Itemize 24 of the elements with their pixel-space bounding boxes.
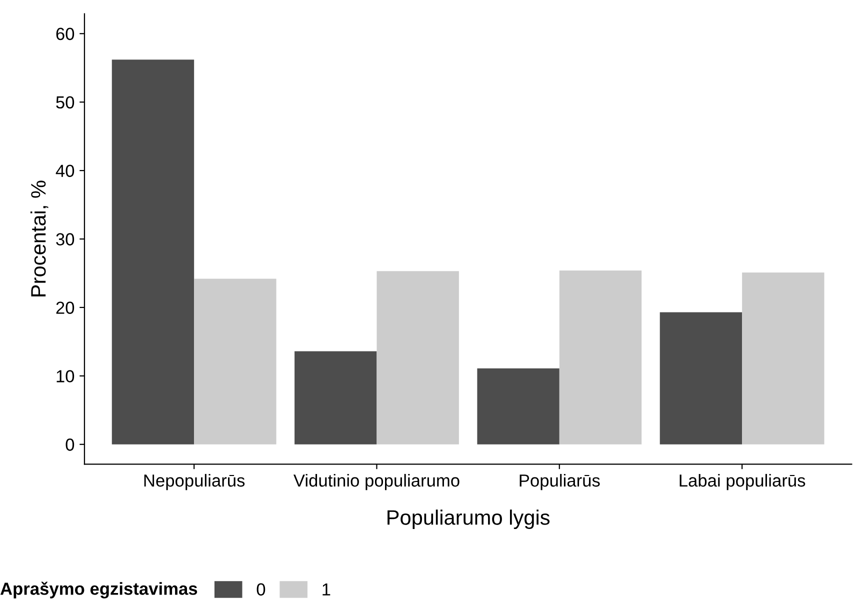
x-tick-label: Populiarūs [520, 474, 600, 490]
bar [112, 60, 194, 444]
bar [477, 368, 560, 444]
y-axis-title: Procentai, % [30, 180, 48, 296]
y-tick-label: 60 [56, 28, 74, 40]
y-tick-label: 50 [56, 96, 74, 109]
legend-label: 1 [322, 583, 330, 596]
y-tick-label: 10 [56, 370, 74, 382]
x-tick-label: Vidutinio populiarumo [293, 474, 460, 490]
x-axis-title: Populiarumo lygis [388, 510, 550, 529]
y-tick-label: 0 [66, 438, 74, 451]
bar [559, 270, 642, 444]
bar [742, 272, 824, 444]
y-tick-label: 40 [56, 164, 74, 178]
bar [376, 271, 459, 444]
y-tick-label: 20 [56, 302, 74, 314]
bar [660, 312, 742, 444]
bar [194, 278, 276, 444]
bar [294, 351, 377, 444]
legend-title: Aprašymo egzistavimas [0, 582, 198, 598]
y-tick-label: 30 [56, 233, 74, 246]
x-tick-label: Labai populiarūs [680, 474, 806, 490]
legend-label: 0 [256, 583, 266, 596]
x-tick-label: Nepopuliarūs [144, 474, 245, 490]
